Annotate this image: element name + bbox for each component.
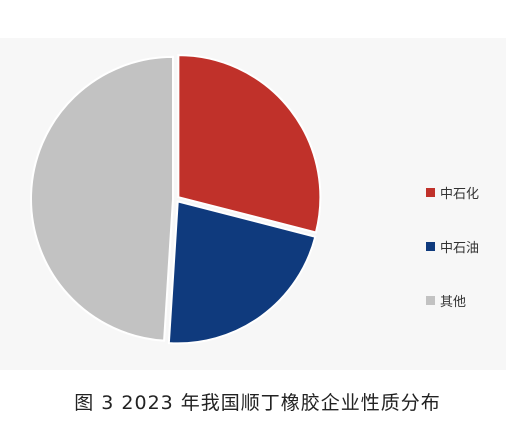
legend: 中石化 中石油 其他 [426, 183, 480, 310]
legend-label: 中石油 [440, 240, 480, 256]
legend-label: 其他 [440, 294, 467, 310]
legend-item-petrochina: 中石油 [426, 237, 480, 256]
pie-slice-sinopec [177, 54, 322, 234]
legend-item-sinopec: 中石化 [426, 183, 480, 202]
legend-swatch [426, 241, 435, 251]
pie-slice-petrochina [167, 200, 317, 345]
pie-slice-others [29, 55, 175, 342]
legend-label: 中石化 [440, 186, 480, 202]
legend-swatch [426, 295, 435, 305]
pie-chart [29, 54, 322, 345]
legend-swatch [426, 187, 435, 197]
chart-panel: 中石化 中石油 其他 [0, 38, 506, 370]
legend-item-others: 其他 [426, 291, 479, 310]
figure-caption: 图 3 2023 年我国顺丁橡胶企业性质分布 [74, 392, 441, 414]
